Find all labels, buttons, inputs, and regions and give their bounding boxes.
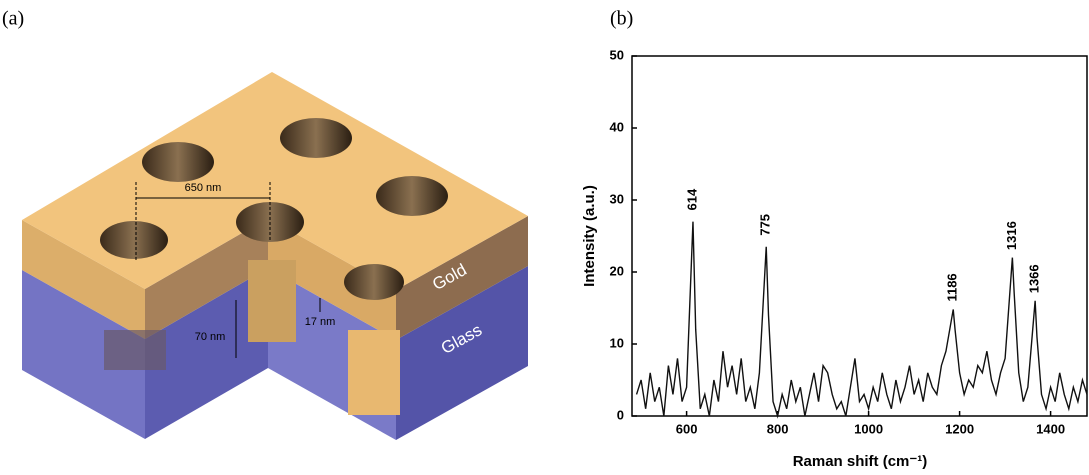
panel-label: (a): [2, 8, 24, 30]
hole: [376, 176, 448, 216]
x-axis-title: Raman shift (cm⁻¹): [793, 453, 928, 470]
x-tick-label: 1000: [854, 421, 883, 436]
hole: [142, 142, 214, 182]
y-tick-label: 10: [610, 335, 624, 350]
page: (a) (b) 650 nm 70 nm 17 nm Gold Gl: [0, 0, 1089, 475]
diagram: 650 nm 70 nm 17 nm Gold Glass: [22, 72, 528, 440]
hole: [344, 264, 404, 300]
x-tick-label: 1400: [1036, 421, 1065, 436]
hole: [100, 221, 168, 259]
dimension-label: 70 nm: [195, 331, 226, 343]
x-tick-label: 600: [676, 421, 698, 436]
panel-label: (b): [610, 8, 633, 30]
dimension-label: 650 nm: [185, 182, 222, 194]
y-axis-title: Intensity (a.u.): [581, 185, 598, 287]
y-tick-label: 0: [617, 407, 624, 422]
hole: [280, 118, 352, 158]
y-tick-label: 40: [610, 119, 624, 134]
y-tick-label: 30: [610, 191, 624, 206]
x-tick-label: 800: [767, 421, 789, 436]
dimension-label: 17 nm: [305, 316, 336, 328]
figure: (a) (b) 650 nm 70 nm 17 nm Gold Gl: [0, 0, 1089, 475]
x-tick-label: 1200: [945, 421, 974, 436]
peak-label: 775: [758, 214, 773, 236]
peak-label: 1366: [1027, 264, 1042, 293]
cut: [348, 330, 400, 415]
y-tick-label: 50: [610, 47, 624, 62]
peak-label: 1186: [945, 273, 960, 301]
spectrum-line: [637, 222, 1087, 416]
hole: [104, 330, 166, 370]
peak-label: 614: [684, 188, 699, 210]
cut: [248, 260, 296, 342]
chart: Raman shift (cm⁻¹) Intensity (a.u.) 0 10 2…: [581, 47, 1087, 470]
peak-label: 1316: [1004, 221, 1019, 250]
y-tick-label: 20: [610, 263, 624, 278]
